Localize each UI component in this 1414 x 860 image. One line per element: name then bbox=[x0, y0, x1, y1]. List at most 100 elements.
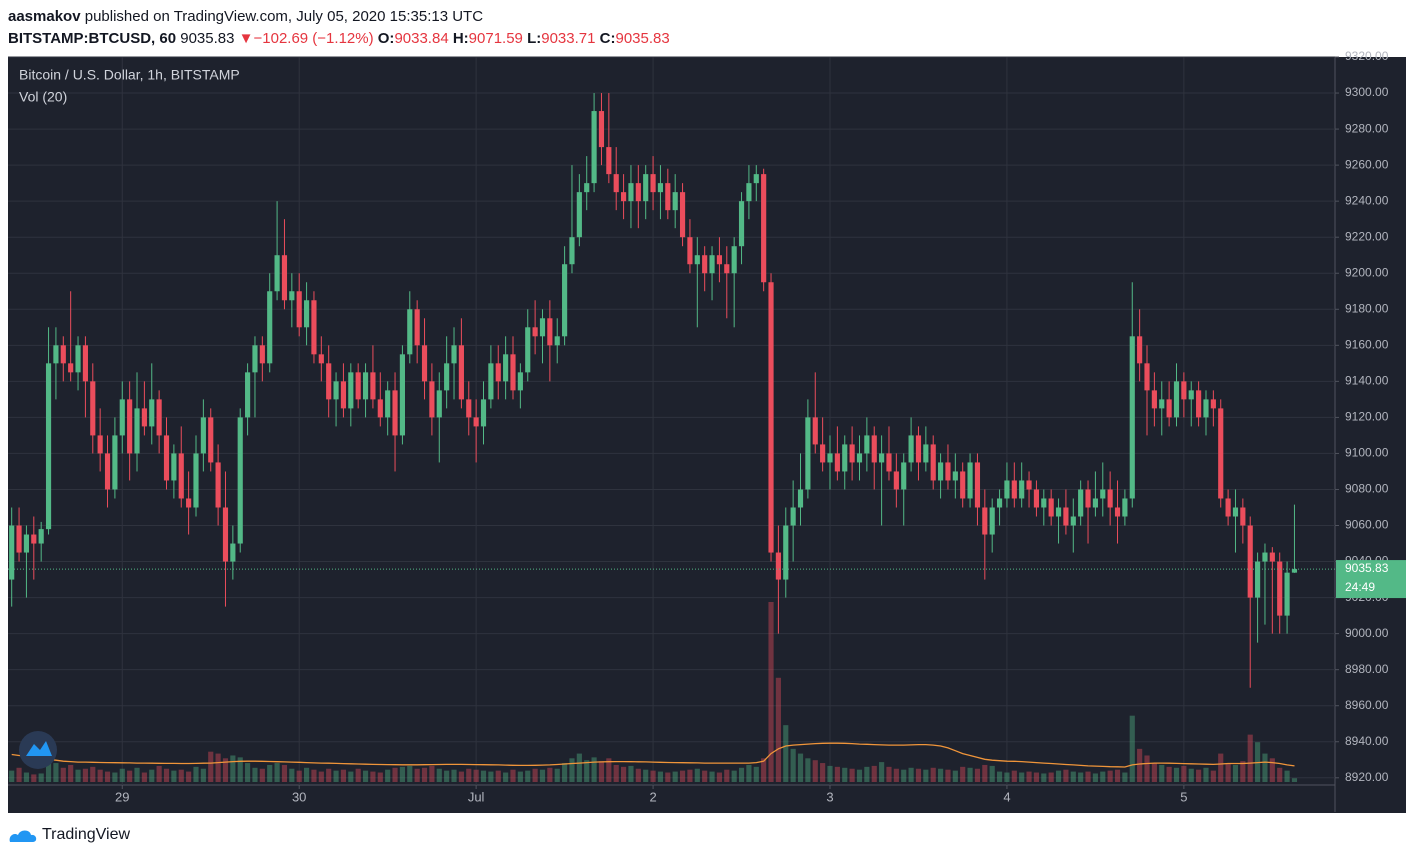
volume-bar bbox=[1122, 772, 1128, 782]
candle-body bbox=[1137, 336, 1143, 364]
volume-bar bbox=[127, 770, 133, 782]
volume-bar bbox=[1048, 772, 1054, 782]
candle-body bbox=[1026, 480, 1032, 490]
candle-body bbox=[1262, 552, 1268, 562]
candle-body bbox=[377, 399, 383, 418]
candle-body bbox=[716, 255, 722, 265]
candle-body bbox=[1188, 390, 1194, 400]
candle-body bbox=[930, 444, 936, 481]
candle-body bbox=[569, 237, 575, 265]
candle-body bbox=[68, 363, 74, 373]
volume-bar bbox=[930, 767, 936, 782]
candle-body bbox=[53, 345, 59, 364]
volume-bar bbox=[915, 768, 922, 782]
volume-bar bbox=[1085, 771, 1091, 782]
candle-body bbox=[915, 435, 922, 463]
volume-bar bbox=[849, 768, 855, 782]
candle-body bbox=[392, 390, 398, 436]
published: published on TradingView.com, July 05, 2… bbox=[84, 8, 484, 25]
candle-body bbox=[119, 399, 125, 436]
brand: TradingView bbox=[42, 826, 131, 843]
candle-body bbox=[554, 336, 560, 346]
candle-body bbox=[783, 525, 789, 580]
candle-body bbox=[97, 435, 103, 454]
volume-bar bbox=[1026, 771, 1032, 782]
volume-bar bbox=[31, 774, 37, 782]
volume-bar bbox=[1041, 773, 1047, 782]
last: 9035.83 bbox=[180, 30, 235, 47]
y-tick-label: 8980.00 bbox=[1345, 662, 1389, 676]
y-tick-label: 9000.00 bbox=[1345, 626, 1389, 640]
candle-body bbox=[267, 291, 273, 364]
candle-body bbox=[414, 309, 420, 346]
candle-body bbox=[1033, 489, 1040, 508]
volume-bar bbox=[923, 769, 929, 782]
volume-bar bbox=[377, 772, 383, 782]
volume-bar bbox=[104, 771, 111, 782]
candle-body bbox=[1232, 507, 1239, 517]
ohlc-value: 9033.71 bbox=[541, 30, 596, 47]
candle-body bbox=[879, 453, 885, 463]
volume-bar bbox=[1284, 770, 1290, 782]
ohlc: O:9033.84 H:9071.59 L:9033.71 C:9035.83 bbox=[378, 30, 670, 47]
volume-bar bbox=[399, 766, 405, 782]
volume-bar bbox=[119, 768, 125, 782]
logo bbox=[9, 830, 37, 842]
candle-body bbox=[679, 192, 686, 238]
candle-body bbox=[1100, 489, 1106, 499]
volume-bar bbox=[16, 767, 22, 782]
volume-bar bbox=[598, 761, 605, 782]
x-tick-label: 4 bbox=[1003, 789, 1010, 804]
volume-bar bbox=[208, 751, 214, 782]
volume-bar bbox=[171, 770, 177, 782]
volume-bar bbox=[90, 766, 96, 782]
ohlc-value: 9033.84 bbox=[394, 30, 449, 47]
volume-bar bbox=[1137, 748, 1143, 782]
candle-body bbox=[9, 525, 15, 580]
candle-body bbox=[960, 471, 966, 499]
candle-body bbox=[1247, 525, 1253, 598]
volume-bar bbox=[407, 765, 413, 782]
last-price-label: 9035.83 bbox=[1345, 561, 1389, 575]
candle-body bbox=[996, 498, 1003, 508]
volume-bar bbox=[1247, 734, 1253, 782]
volume-bar bbox=[1092, 773, 1098, 782]
candle-body bbox=[1255, 561, 1261, 598]
volume-bar bbox=[112, 772, 118, 782]
x-tick-label: 3 bbox=[826, 789, 833, 804]
volume-bar bbox=[532, 768, 538, 782]
volume-bar bbox=[38, 773, 44, 782]
candle-body bbox=[613, 174, 619, 193]
volume-bar bbox=[716, 772, 722, 782]
y-tick-label: 9080.00 bbox=[1345, 482, 1389, 496]
volume-bar bbox=[989, 765, 995, 782]
chart-subtitle: Vol (20) bbox=[19, 89, 67, 105]
volume-bar bbox=[473, 769, 479, 782]
candle-body bbox=[665, 183, 671, 211]
volume-bar bbox=[178, 769, 184, 782]
candle-body bbox=[451, 345, 457, 364]
volume-bar bbox=[938, 768, 944, 782]
candle-body bbox=[967, 462, 973, 499]
candle-body bbox=[252, 345, 258, 373]
volume-bar bbox=[974, 768, 981, 782]
candle-body bbox=[163, 435, 170, 481]
volume-bar bbox=[1277, 767, 1283, 782]
volume-bar bbox=[827, 765, 833, 782]
y-tick-label: 9140.00 bbox=[1345, 374, 1389, 388]
ohlc-label: C: bbox=[599, 30, 616, 47]
volume-bar bbox=[281, 764, 288, 782]
y-tick-label: 9060.00 bbox=[1345, 518, 1389, 532]
candle-body bbox=[340, 381, 347, 409]
candle-body bbox=[193, 453, 199, 508]
candle-body bbox=[1240, 507, 1246, 526]
volume-bar bbox=[960, 766, 966, 782]
volume-bar bbox=[842, 767, 848, 782]
volume-bar bbox=[480, 770, 487, 782]
candle-body bbox=[237, 417, 243, 544]
volume-bar bbox=[731, 770, 737, 782]
volume-bar bbox=[1129, 715, 1135, 782]
volume-bar bbox=[547, 767, 553, 782]
candle-body bbox=[908, 435, 914, 463]
candle-body bbox=[982, 507, 988, 535]
